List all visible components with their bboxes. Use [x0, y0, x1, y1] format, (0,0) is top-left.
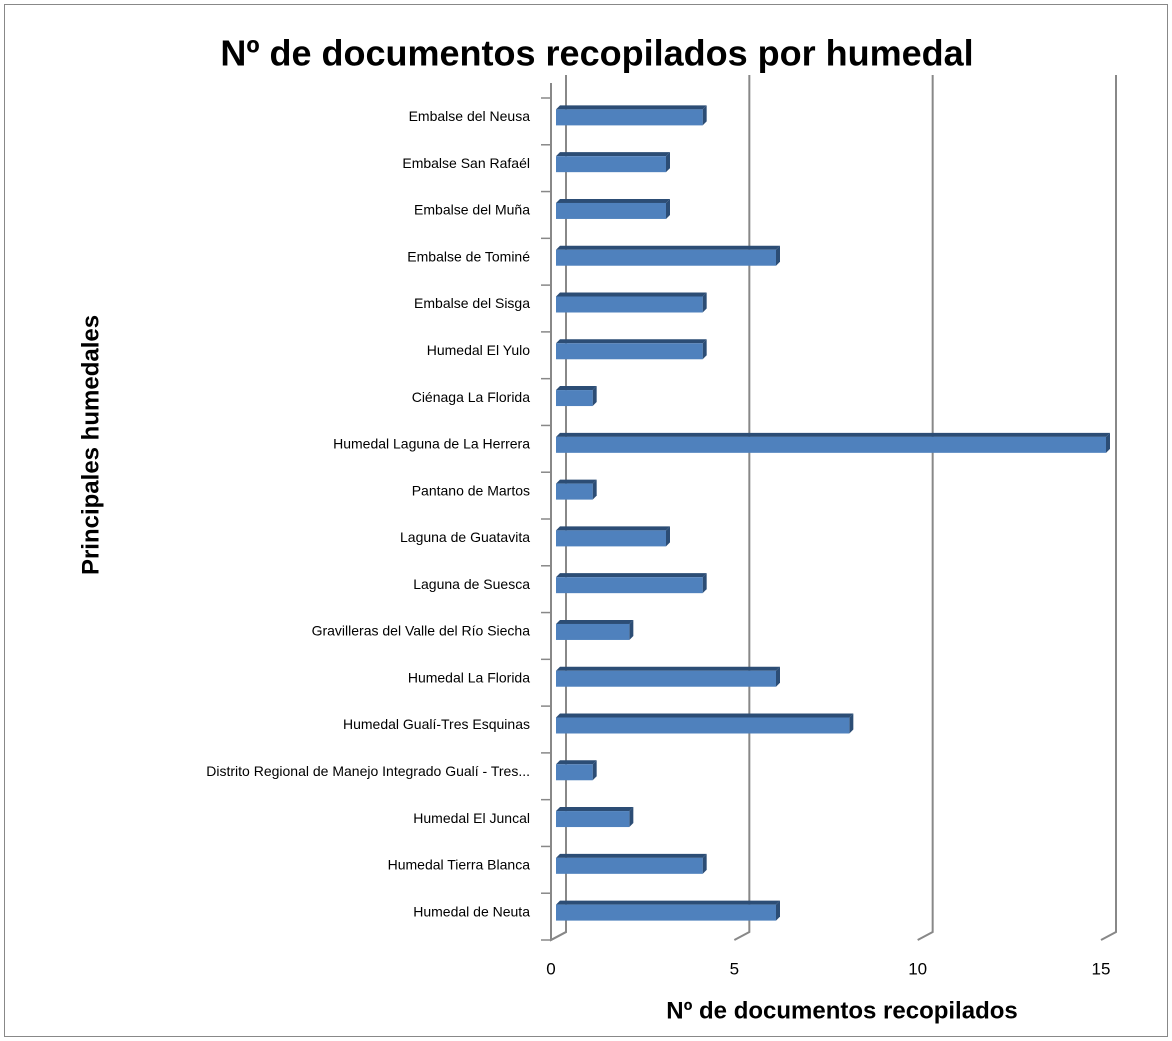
y-axis-title: Principales humedales	[77, 315, 104, 575]
x-tick-label: 0	[546, 959, 555, 978]
bar	[556, 666, 780, 687]
y-axis-line	[550, 75, 567, 942]
y-tick-label: Humedal Gualí-Tres Esquinas	[343, 716, 530, 732]
y-tick-label: Ciénaga La Florida	[412, 389, 531, 405]
y-tick-label: Distrito Regional de Manejo Integrado Gu…	[206, 763, 530, 779]
bar	[556, 573, 707, 594]
bar	[556, 432, 1110, 453]
bar	[556, 245, 780, 266]
y-tick-label: Humedal de Neuta	[413, 903, 530, 919]
y-tick-label: Laguna de Guatavita	[400, 529, 530, 545]
y-tick-label: Humedal El Juncal	[413, 810, 530, 826]
grid-line	[1100, 75, 1117, 941]
y-tick-label: Embalse del Muña	[414, 202, 530, 218]
bar	[556, 479, 597, 500]
x-axis-title: Nº de documentos recopilados	[666, 997, 1018, 1024]
x-tick-label: 15	[1092, 959, 1111, 978]
chart-title: Nº de documentos recopilados por humedal	[220, 33, 973, 74]
bar	[556, 105, 707, 126]
x-tick-label: 10	[908, 959, 927, 978]
grid-line	[733, 75, 751, 941]
bar	[556, 900, 780, 921]
x-tick-label: 5	[730, 959, 739, 978]
bar	[556, 760, 597, 781]
bar	[556, 152, 670, 173]
y-tick-label: Humedal Laguna de La Herrera	[333, 436, 530, 452]
y-tick-label: Humedal El Yulo	[427, 342, 530, 358]
bar	[556, 853, 707, 874]
y-tick-label: Pantano de Martos	[412, 482, 530, 498]
y-tick-label: Embalse San Rafaél	[402, 155, 530, 171]
bar	[556, 198, 670, 219]
bar	[556, 807, 634, 828]
y-tick-label: Embalse de Tominé	[407, 248, 530, 264]
bar	[556, 713, 854, 734]
y-tick-label: Embalse del Sisga	[414, 295, 530, 311]
bar	[556, 386, 597, 407]
y-tick-label: Gravilleras del Valle del Río Siecha	[312, 623, 531, 639]
bar	[556, 526, 670, 547]
bar	[556, 292, 707, 313]
y-tick-label: Humedal La Florida	[408, 669, 530, 685]
bar	[556, 339, 707, 360]
y-tick-label: Embalse del Neusa	[409, 108, 531, 124]
y-tick-label: Laguna de Suesca	[413, 576, 530, 592]
bar	[556, 619, 634, 640]
grid-line	[917, 75, 934, 941]
y-tick-label: Humedal Tierra Blanca	[388, 857, 531, 873]
